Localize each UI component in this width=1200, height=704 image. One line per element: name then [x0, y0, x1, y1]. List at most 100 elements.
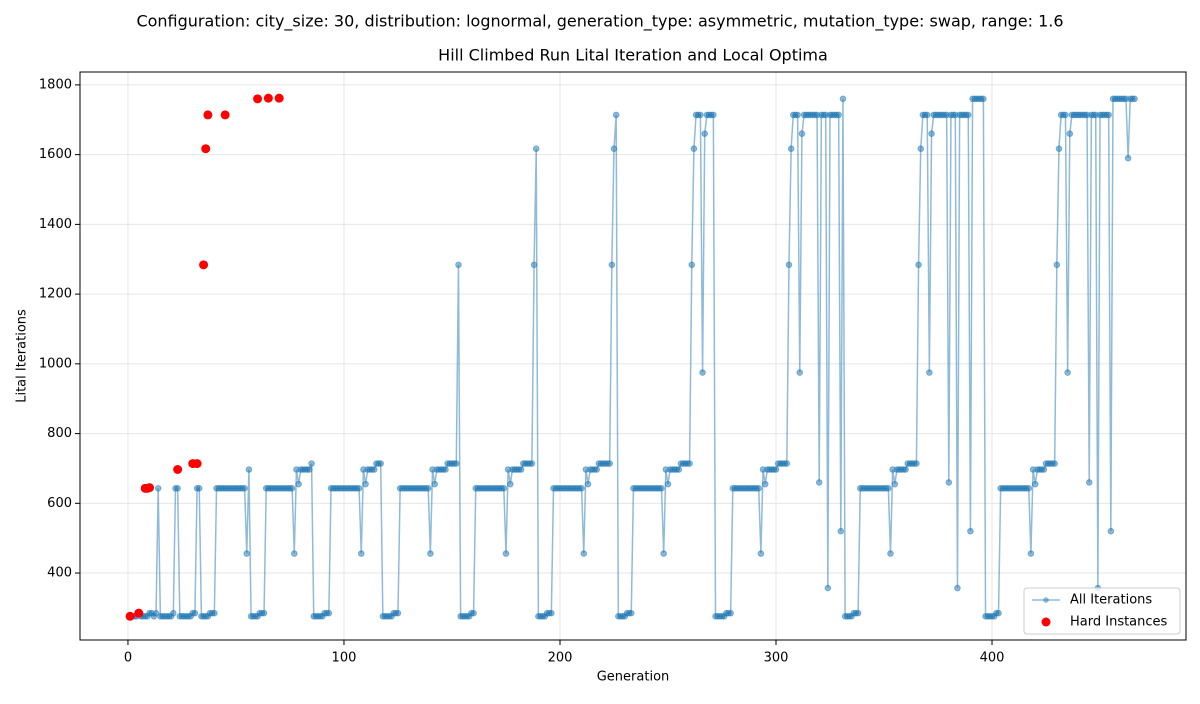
- point: [1062, 111, 1069, 119]
- scatter-point: [145, 483, 155, 493]
- point: [887, 550, 894, 557]
- point: [245, 466, 253, 473]
- y-tick-label: 1600: [39, 147, 72, 162]
- point: [1027, 550, 1035, 557]
- point: [627, 609, 635, 617]
- point: [500, 485, 508, 492]
- point: [787, 145, 795, 153]
- point: [772, 466, 780, 473]
- point: [610, 145, 618, 153]
- point: [170, 609, 177, 617]
- point: [507, 480, 514, 488]
- point: [796, 369, 804, 376]
- x-tick-label: 0: [124, 651, 132, 666]
- y-tick-label: 1200: [39, 287, 72, 302]
- y-tick-label: 1800: [39, 77, 72, 92]
- scatter-point: [125, 611, 135, 621]
- point: [891, 480, 899, 488]
- point: [241, 485, 248, 492]
- point: [1085, 479, 1093, 486]
- scatter-point: [173, 464, 183, 474]
- point: [686, 460, 693, 467]
- point: [357, 550, 365, 557]
- point: [967, 527, 974, 535]
- scatter-point: [134, 608, 144, 618]
- legend-marker: [1041, 617, 1051, 627]
- point: [1131, 95, 1138, 103]
- point: [954, 584, 961, 592]
- x-axis-label: Generation: [597, 670, 670, 685]
- point: [785, 261, 793, 269]
- point: [154, 485, 162, 492]
- point: [370, 466, 378, 473]
- point: [902, 466, 909, 473]
- point: [290, 550, 298, 557]
- point: [608, 261, 616, 269]
- plot-area: [125, 93, 1138, 621]
- point: [427, 550, 434, 557]
- y-axis-label: Lital Iterations: [15, 309, 30, 403]
- point: [152, 609, 160, 617]
- point: [824, 584, 832, 592]
- point: [923, 111, 931, 119]
- scatter-point: [199, 260, 209, 270]
- scatter-point: [253, 94, 263, 104]
- y-tick-label: 1000: [39, 356, 72, 371]
- point: [243, 550, 251, 557]
- scatter-point: [220, 110, 230, 120]
- x-tick-label: 200: [548, 651, 573, 666]
- point: [761, 480, 769, 488]
- point: [783, 460, 791, 467]
- point: [835, 111, 842, 119]
- legend-box: [1023, 587, 1181, 635]
- scatter-point: [203, 110, 213, 120]
- point: [530, 261, 538, 269]
- point: [928, 130, 935, 138]
- point: [913, 460, 920, 467]
- point: [727, 609, 734, 617]
- legend-label: All Iterations: [1070, 593, 1152, 608]
- point: [548, 609, 555, 617]
- point: [355, 485, 363, 492]
- point: [945, 479, 953, 486]
- point: [578, 485, 585, 492]
- point: [517, 466, 525, 473]
- point: [260, 609, 268, 617]
- point: [424, 485, 432, 492]
- point: [757, 550, 765, 557]
- point: [295, 480, 302, 488]
- point: [837, 527, 845, 535]
- point: [964, 111, 972, 119]
- point: [195, 485, 203, 492]
- point: [1124, 154, 1132, 162]
- point: [690, 145, 698, 153]
- point: [1025, 485, 1033, 492]
- point: [1105, 111, 1112, 119]
- y-tick-label: 800: [47, 426, 72, 441]
- point: [664, 480, 672, 488]
- point: [452, 460, 460, 467]
- scatter-point: [274, 93, 284, 103]
- legend-marker: [1043, 597, 1049, 603]
- scatter-point: [263, 93, 273, 103]
- point: [915, 261, 922, 269]
- y-tick-label: 1400: [39, 217, 72, 232]
- point: [470, 609, 477, 617]
- scatter-point: [192, 459, 202, 469]
- legend: All Iterations Hard Instances: [1023, 587, 1181, 635]
- point: [798, 130, 806, 138]
- point: [532, 145, 540, 153]
- point: [995, 609, 1002, 617]
- point: [885, 485, 892, 492]
- y-tick-label: 400: [47, 566, 72, 581]
- point: [815, 479, 823, 486]
- point: [593, 466, 601, 473]
- point: [710, 111, 717, 119]
- point: [606, 460, 613, 467]
- point: [394, 609, 402, 617]
- point: [1053, 261, 1061, 269]
- point: [442, 466, 449, 473]
- point: [675, 466, 683, 473]
- point: [306, 466, 313, 473]
